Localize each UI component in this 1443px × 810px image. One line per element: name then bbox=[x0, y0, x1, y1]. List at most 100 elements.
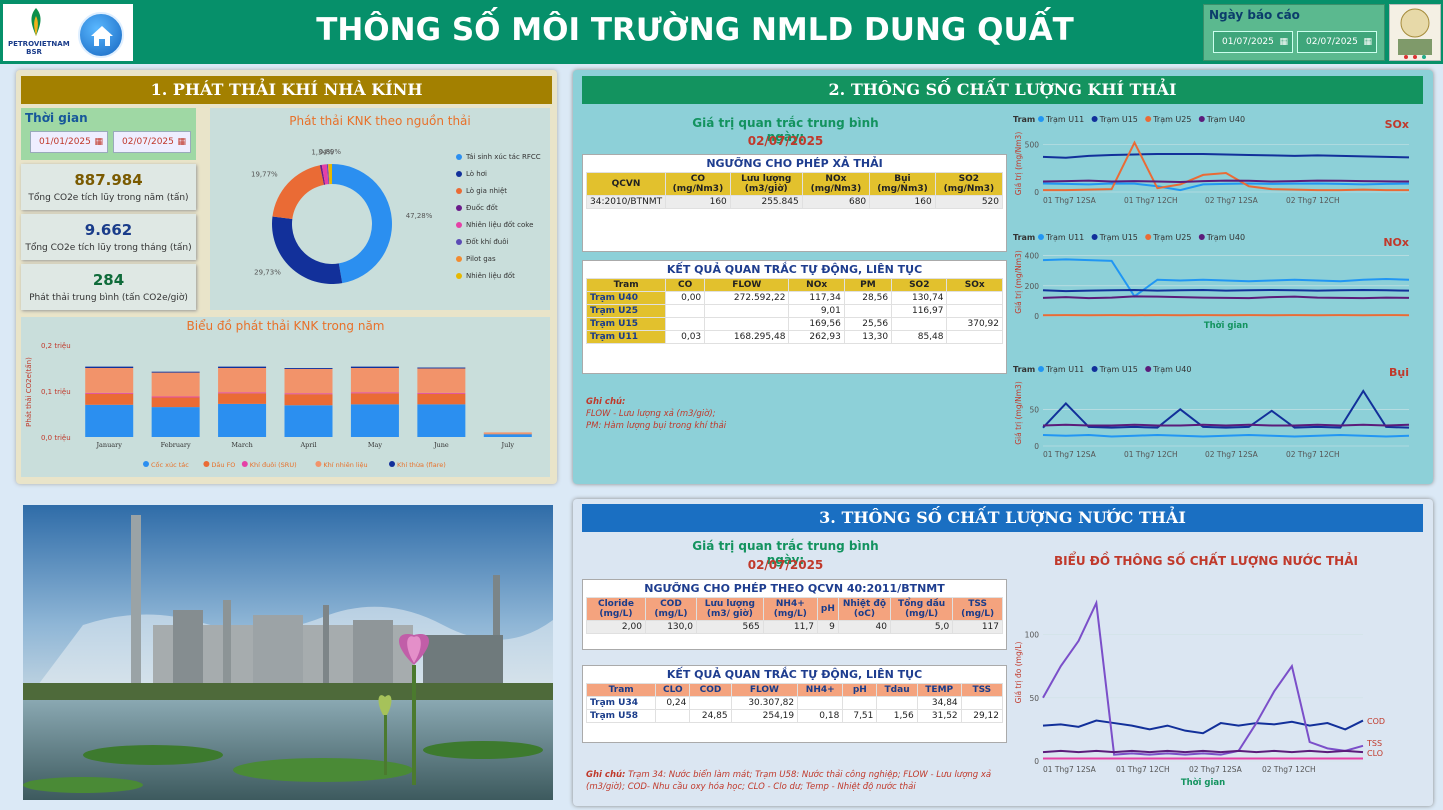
column-header[interactable]: Bụi (mg/Nm3) bbox=[869, 172, 936, 196]
x-tick-label: 02 Thg7 12CH bbox=[1286, 196, 1340, 205]
legend-item[interactable]: Pilot gas bbox=[456, 255, 496, 263]
column-header[interactable]: FLOW bbox=[704, 278, 790, 292]
date-from-value: 01/07/2025 bbox=[1222, 37, 1274, 47]
legend-item[interactable]: Đuốc đốt bbox=[456, 204, 498, 212]
column-header[interactable]: QCVN bbox=[585, 172, 667, 196]
column-header[interactable]: SOx bbox=[946, 278, 1003, 292]
column-header[interactable]: SO2 (mg/Nm3) bbox=[934, 172, 1004, 196]
x-tick-label: 01 Thg7 12SA bbox=[1043, 450, 1097, 459]
bar-segment bbox=[417, 392, 466, 394]
legend-label: Nhiên liệu đốt bbox=[466, 272, 515, 280]
series-line bbox=[1042, 599, 1364, 756]
donut-chart-panel: Phát thải KNK theo nguồn thải 47,28% 29,7… bbox=[210, 108, 550, 310]
table-cell bbox=[665, 304, 706, 318]
column-header[interactable]: TEMP bbox=[916, 683, 962, 697]
date-to-value: 02/07/2025 bbox=[1306, 37, 1358, 47]
table-cell: 0,24 bbox=[655, 696, 691, 710]
table-cell bbox=[842, 696, 878, 710]
legend-dot-icon bbox=[1091, 234, 1098, 240]
y-tick-label: 0,2 triệu bbox=[41, 342, 71, 350]
bar-segment bbox=[284, 368, 333, 369]
column-header[interactable]: SO2 bbox=[891, 278, 948, 292]
table-cell bbox=[704, 317, 790, 331]
donut-label: 0,89% bbox=[319, 148, 342, 156]
table-cell bbox=[665, 317, 706, 331]
home-button[interactable] bbox=[78, 12, 124, 58]
legend-item[interactable]: Nhiên liệu đốt bbox=[456, 272, 515, 280]
series-line bbox=[1042, 179, 1410, 184]
column-header[interactable]: Tram bbox=[585, 278, 667, 292]
legend-label: Tái sinh xúc tác RFCC bbox=[466, 153, 541, 161]
x-tick-label: 01 Thg7 12CH bbox=[1124, 450, 1178, 459]
column-header[interactable]: NH4+ bbox=[797, 683, 844, 697]
column-header[interactable]: PM bbox=[843, 278, 893, 292]
column-header[interactable]: NOx (mg/Nm3) bbox=[801, 172, 871, 196]
x-tick-label: 02 Thg7 12CH bbox=[1286, 450, 1340, 459]
water-result-table-box: KẾT QUẢ QUAN TRẮC TỰ ĐỘNG, LIÊN TỤC Tram… bbox=[582, 665, 1007, 743]
kpi-value: 887.984 bbox=[74, 171, 143, 189]
column-header[interactable]: CO bbox=[665, 278, 706, 292]
refinery-lotus-image bbox=[23, 505, 553, 800]
x-tick-label: 02 Thg7 12SA bbox=[1205, 450, 1259, 459]
legend-dot-icon bbox=[315, 461, 322, 467]
column-header[interactable]: NH4+ (mg/L) bbox=[762, 597, 818, 621]
table-cell: Trạm U34 bbox=[585, 696, 657, 710]
y-tick-label: 0 bbox=[1034, 442, 1039, 451]
time-to-input[interactable]: 02/07/2025 ▦ bbox=[113, 131, 191, 153]
column-header[interactable]: FLOW bbox=[730, 683, 799, 697]
report-date-to[interactable]: 02/07/2025 ▦ bbox=[1297, 31, 1377, 53]
legend-dot-icon bbox=[1091, 116, 1098, 122]
bar-chart: Phát thải CO2e(tấn) 0,0 triệu 0,1 triệu 0,2… bbox=[25, 342, 532, 469]
legend-dot-icon bbox=[456, 154, 462, 160]
bar-segment bbox=[151, 397, 200, 408]
legend-item[interactable]: Lò hơi bbox=[456, 170, 487, 178]
legend-item[interactable]: Lò gia nhiệt bbox=[456, 187, 507, 195]
time-from-input[interactable]: 01/01/2025 ▦ bbox=[30, 131, 108, 153]
bar-segment bbox=[218, 368, 267, 393]
legend-item[interactable]: Nhiên liệu đốt coke bbox=[456, 221, 533, 229]
bar-segment bbox=[350, 393, 399, 405]
column-header[interactable]: COD (mg/L) bbox=[644, 597, 697, 621]
table-row: Trạm U11 0,03 168.295,48 262,93 13,30 85,48 bbox=[585, 330, 1003, 344]
column-header[interactable]: Cloride (mg/L) bbox=[586, 597, 646, 621]
column-header[interactable]: TSS (mg/L) bbox=[952, 597, 1003, 621]
water-chart-title: BIỂU ĐỒ THÔNG SỐ CHẤT LƯỢNG NƯỚC THẢI bbox=[1054, 551, 1358, 568]
logo-text: PETROVIETNAM BSR bbox=[8, 40, 70, 56]
column-header[interactable]: CO (mg/Nm3) bbox=[665, 172, 731, 196]
column-header[interactable]: pH bbox=[842, 683, 878, 697]
donut-chart-title: Phát thải KNK theo nguồn thải bbox=[289, 114, 471, 128]
column-header[interactable]: CLO bbox=[655, 683, 691, 697]
kpi-value: 284 bbox=[92, 271, 125, 289]
column-header[interactable]: Lưu lượng (m3/giờ) bbox=[729, 172, 803, 196]
column-header[interactable]: TSS bbox=[960, 683, 1004, 697]
series-line bbox=[1042, 719, 1364, 735]
air-quality-panel: 2. THÔNG SỐ CHẤT LƯỢNG KHÍ THẢI Giá trị … bbox=[573, 70, 1433, 484]
column-header[interactable]: Tổng dầu (mg/L) bbox=[889, 597, 954, 621]
table-cell bbox=[843, 304, 893, 318]
y-tick-label: 100 bbox=[1025, 631, 1040, 640]
column-header[interactable]: Tram bbox=[585, 683, 657, 697]
table-cell: 1,56 bbox=[876, 709, 918, 723]
column-header[interactable]: pH bbox=[816, 597, 839, 621]
column-header[interactable]: Nhiệt độ (oC) bbox=[837, 597, 891, 621]
report-date-from[interactable]: 01/07/2025 ▦ bbox=[1213, 31, 1293, 53]
x-tick-label: February bbox=[161, 441, 191, 449]
air-note-title: Ghi chú: bbox=[586, 397, 626, 407]
legend-item[interactable]: Đốt khí đuôi bbox=[456, 238, 508, 246]
bar-segment bbox=[417, 404, 466, 437]
x-tick-label: 02 Thg7 12CH bbox=[1262, 765, 1316, 774]
legend-item[interactable]: Tái sinh xúc tác RFCC bbox=[456, 153, 541, 161]
donut-slice-4 bbox=[321, 164, 329, 185]
column-header[interactable]: NOx bbox=[788, 278, 845, 292]
legend-dot-icon bbox=[1198, 234, 1205, 240]
donut-slice-6 bbox=[327, 164, 330, 185]
kpi-value: 9.662 bbox=[84, 221, 133, 239]
bar-chart-panel: Biểu đồ phát thải KNK trong năm Phát thả… bbox=[21, 317, 550, 477]
table-cell: 262,93 bbox=[788, 330, 845, 344]
column-header[interactable]: COD bbox=[689, 683, 732, 697]
x-tick-label: March bbox=[231, 441, 252, 449]
column-header[interactable]: Tdau bbox=[876, 683, 918, 697]
column-header[interactable]: Lưu lượng (m3/ giờ) bbox=[695, 597, 764, 621]
table-cell: 255.845 bbox=[729, 195, 803, 209]
bar-segment bbox=[151, 407, 200, 437]
